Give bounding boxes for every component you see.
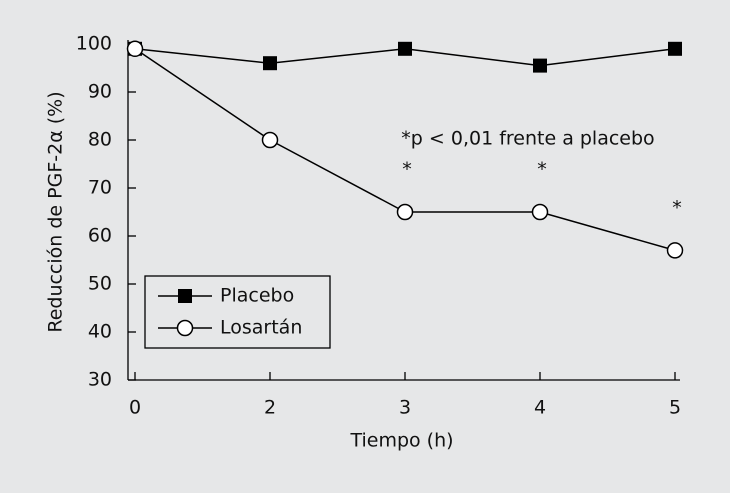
y-tick-label: 70 [88, 177, 112, 199]
data-point [666, 242, 684, 259]
legend-label: Losartán [220, 317, 302, 339]
x-tick-label: 2 [264, 397, 276, 419]
y-tick-label: 90 [88, 81, 112, 103]
data-point [261, 131, 279, 149]
legend-marker [176, 319, 194, 337]
x-tick-label: 0 [129, 397, 141, 419]
y-tick-label: 30 [88, 369, 112, 391]
legend-marker [178, 289, 192, 303]
y-tick-label: 100 [76, 33, 112, 55]
data-point [668, 41, 682, 56]
data-point [533, 58, 547, 73]
annotation: *p < 0,01 frente a placebo [401, 128, 654, 150]
y-axis-label: Reducción de PGF-2α (%) [45, 91, 67, 332]
data-point [531, 203, 549, 221]
x-tick-label: 3 [399, 397, 411, 419]
significance-marker: * [402, 159, 412, 181]
data-point [126, 40, 144, 58]
legend [144, 275, 331, 349]
data-point [398, 41, 412, 56]
legend-label: Placebo [220, 285, 294, 307]
y-tick-label: 40 [88, 321, 112, 343]
significance-marker: * [537, 159, 547, 181]
x-axis-label: Tiempo (h) [349, 430, 453, 452]
x-tick-label: 4 [534, 397, 546, 419]
x-tick-label: 5 [669, 397, 681, 419]
y-tick-label: 80 [88, 129, 112, 151]
significance-marker: * [672, 197, 682, 219]
y-tick-label: 50 [88, 273, 112, 295]
y-tick-label: 60 [88, 225, 112, 247]
data-point [396, 203, 414, 221]
data-point [263, 56, 277, 71]
